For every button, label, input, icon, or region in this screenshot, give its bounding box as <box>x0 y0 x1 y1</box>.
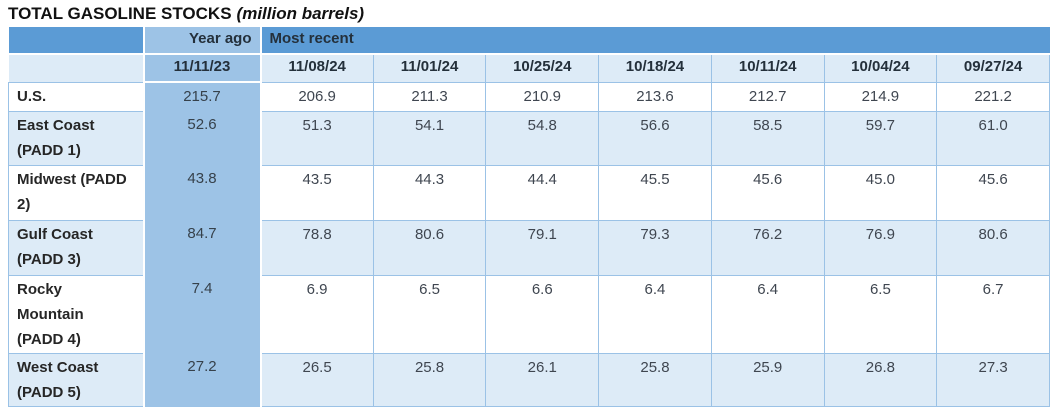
table-row: Gulf Coast (PADD 3) 84.7 78.8 80.6 79.1 79.3 7… <box>8 219 1050 275</box>
stock-value: 76.9 <box>823 219 937 275</box>
stock-value: 56.6 <box>598 110 712 165</box>
most-recent-group-header: Most recent <box>260 27 1050 55</box>
stock-value: 6.4 <box>598 274 712 353</box>
stock-value: 54.1 <box>372 110 486 165</box>
page-title-unit: (million barrels) <box>236 4 365 23</box>
row-label: West Coast (PADD 5) <box>8 352 144 407</box>
stock-value: 59.7 <box>823 110 937 165</box>
stock-value: 79.1 <box>485 219 599 275</box>
stock-value: 45.6 <box>936 164 1050 220</box>
table-row: West Coast (PADD 5) 27.2 26.5 25.8 26.1 25.8 2… <box>8 352 1050 407</box>
date-header-row: 11/11/23 11/08/24 11/01/24 10/25/24 10/1… <box>8 54 1050 83</box>
table-header: Year ago Most recent 11/11/23 11/08/24 1… <box>8 27 1050 83</box>
stock-value: 45.6 <box>710 164 825 220</box>
stock-value: 25.9 <box>710 352 825 407</box>
table-row: U.S. 215.7 206.9 211.3 210.9 213.6 212.7 214.9 2… <box>8 81 1050 111</box>
year-ago-value: 27.2 <box>142 353 262 407</box>
stock-value: 6.4 <box>710 274 825 353</box>
stock-value: 6.6 <box>485 274 599 353</box>
corner-cell <box>8 27 144 55</box>
stock-value: 78.8 <box>260 219 374 275</box>
stock-value: 26.1 <box>485 352 599 407</box>
stock-value: 79.3 <box>598 219 712 275</box>
stock-value: 45.0 <box>823 164 937 220</box>
stock-value: 51.3 <box>260 110 374 165</box>
stock-value: 61.0 <box>936 110 1050 165</box>
stock-value: 26.5 <box>260 352 374 407</box>
stock-value: 80.6 <box>936 219 1050 275</box>
table-row: Rocky Mountain (PADD 4) 7.4 6.9 6.5 6.6 6.4 6.… <box>8 274 1050 353</box>
date-header: 10/11/24 <box>710 54 825 83</box>
stock-value: 76.2 <box>710 219 825 275</box>
row-label: East Coast (PADD 1) <box>8 110 144 165</box>
stock-value: 44.4 <box>485 164 599 220</box>
stock-value: 45.5 <box>598 164 712 220</box>
stock-value: 206.9 <box>260 81 374 111</box>
page-title-main: TOTAL GASOLINE STOCKS <box>8 4 232 23</box>
date-header: 11/08/24 <box>260 54 374 83</box>
date-header: 10/25/24 <box>485 54 599 83</box>
year-ago-value: 84.7 <box>142 220 262 275</box>
column-group-header-row: Year ago Most recent <box>8 27 1050 55</box>
stock-value: 221.2 <box>936 81 1050 111</box>
row-label: Midwest (PADD 2) <box>8 164 144 220</box>
stock-value: 211.3 <box>372 81 486 111</box>
date-header: 09/27/24 <box>936 54 1050 83</box>
row-label: U.S. <box>8 81 144 111</box>
stock-value: 80.6 <box>372 219 486 275</box>
blank-header-cell <box>8 54 144 83</box>
page-title: TOTAL GASOLINE STOCKS (million barrels) <box>8 4 1058 24</box>
stock-value: 213.6 <box>598 81 712 111</box>
stock-value: 6.9 <box>260 274 374 353</box>
year-ago-value: 215.7 <box>142 82 262 111</box>
row-label: Rocky Mountain (PADD 4) <box>8 274 144 353</box>
stock-value: 6.7 <box>936 274 1050 353</box>
date-header: 10/04/24 <box>823 54 937 83</box>
year-ago-value: 52.6 <box>142 111 262 165</box>
year-ago-value: 7.4 <box>142 275 262 353</box>
stock-value: 25.8 <box>598 352 712 407</box>
stock-value: 27.3 <box>936 352 1050 407</box>
row-label: Gulf Coast (PADD 3) <box>8 219 144 275</box>
date-header: 11/01/24 <box>372 54 486 83</box>
stock-value: 43.5 <box>260 164 374 220</box>
stock-value: 25.8 <box>372 352 486 407</box>
stock-value: 54.8 <box>485 110 599 165</box>
stock-value: 6.5 <box>823 274 937 353</box>
stock-value: 58.5 <box>710 110 825 165</box>
stock-value: 212.7 <box>710 81 825 111</box>
table-row: East Coast (PADD 1) 52.6 51.3 54.1 54.8 56.6 5… <box>8 110 1050 165</box>
date-header: 10/18/24 <box>598 54 712 83</box>
stock-value: 6.5 <box>372 274 486 353</box>
stock-value: 44.3 <box>372 164 486 220</box>
stock-value: 26.8 <box>823 352 937 407</box>
gasoline-stocks-table: Year ago Most recent 11/11/23 11/08/24 1… <box>8 27 1050 407</box>
year-ago-group-header: Year ago <box>142 27 262 55</box>
year-ago-date-header: 11/11/23 <box>142 54 262 83</box>
table-body: U.S. 215.7 206.9 211.3 210.9 213.6 212.7 214.9 2… <box>8 81 1050 407</box>
year-ago-value: 43.8 <box>142 165 262 220</box>
table-row: Midwest (PADD 2) 43.8 43.5 44.3 44.4 45.5 45.6… <box>8 164 1050 220</box>
stock-value: 214.9 <box>823 81 937 111</box>
stock-value: 210.9 <box>485 81 599 111</box>
